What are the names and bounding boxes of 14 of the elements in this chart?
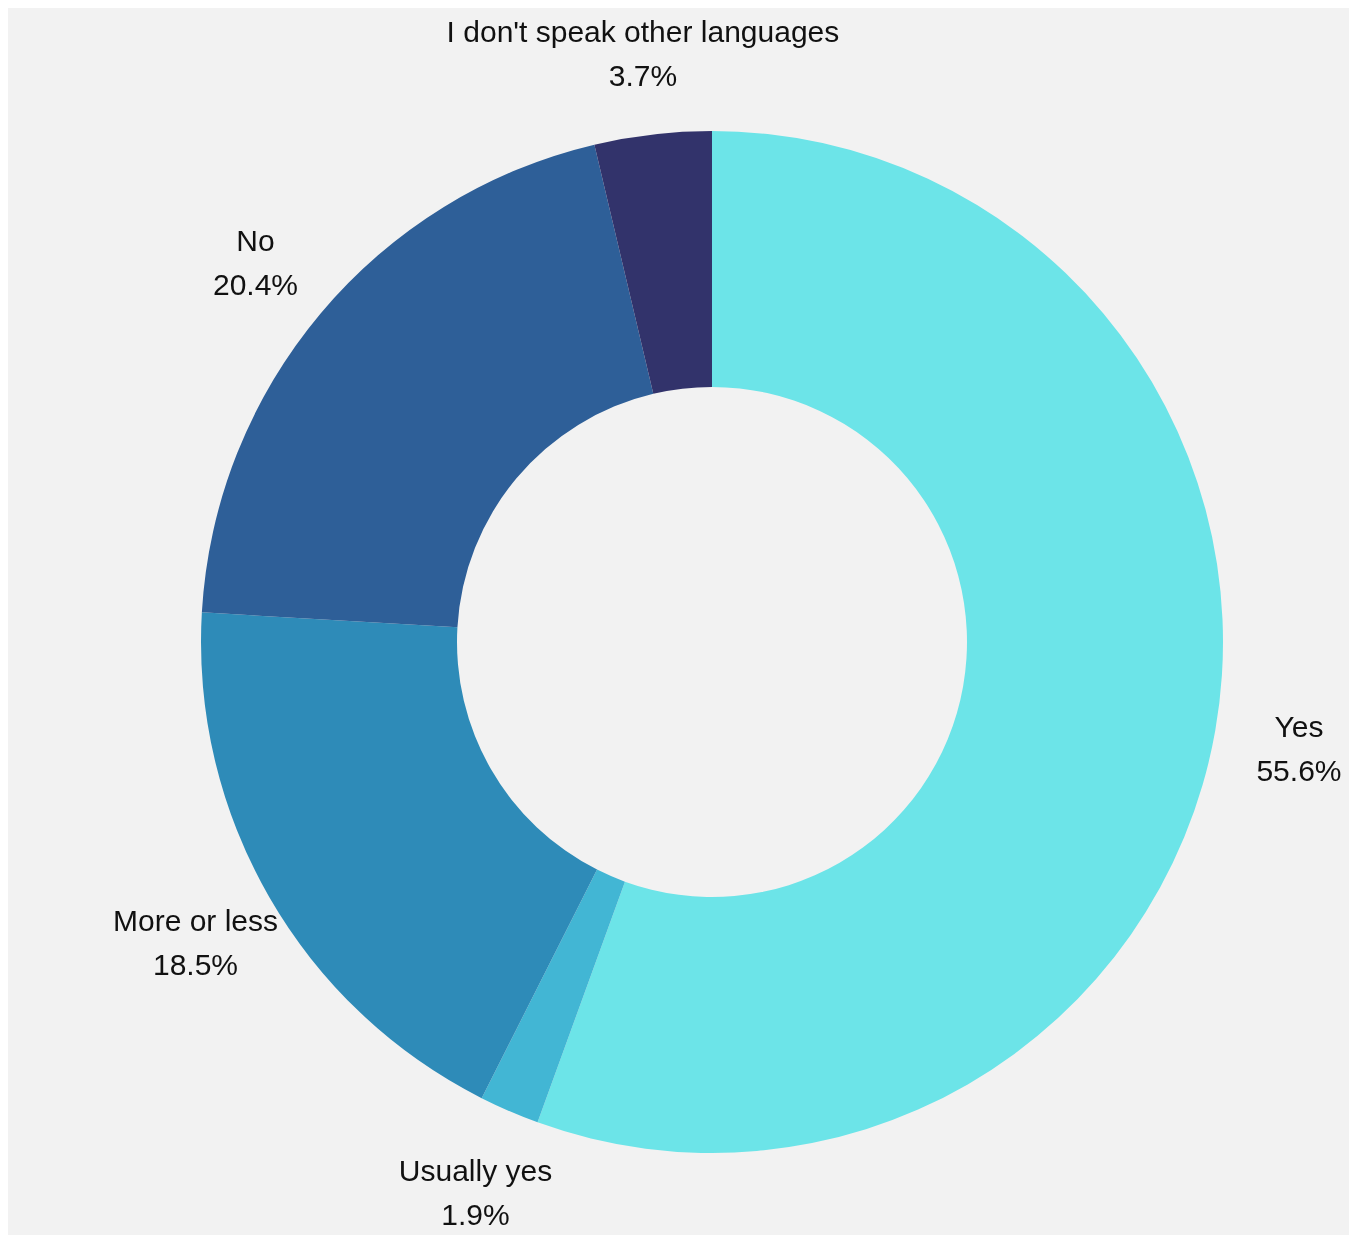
data-label: 20.4% xyxy=(212,267,299,301)
donut-slice xyxy=(201,144,654,628)
slice-label: Yes xyxy=(1274,710,1324,744)
data-label: 55.6% xyxy=(1256,754,1342,788)
donut-slice xyxy=(481,869,625,1123)
donut-slice xyxy=(594,131,712,394)
slice-label: Usually yes xyxy=(398,1154,553,1188)
data-label: 3.7% xyxy=(608,59,678,93)
slice-label: More or less xyxy=(113,904,279,938)
data-label: 18.5% xyxy=(153,948,239,982)
slice-label: No xyxy=(236,223,275,257)
donut-slice xyxy=(537,131,1223,1153)
slice-label: I don't speak other languages xyxy=(446,15,840,49)
data-label: 1.9% xyxy=(441,1198,510,1232)
